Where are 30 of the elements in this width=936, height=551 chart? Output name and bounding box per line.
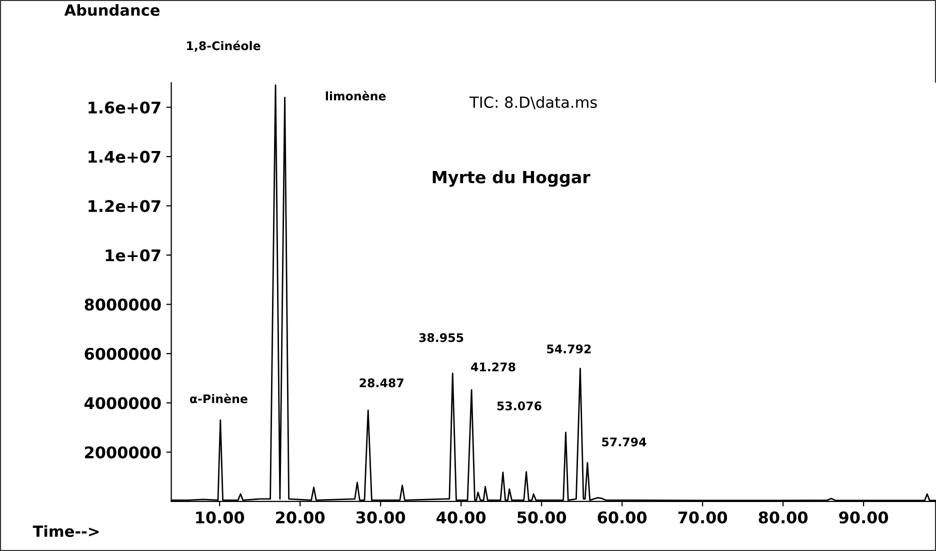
annotation: 41.278 — [470, 362, 516, 372]
annotation: 28.487 — [360, 378, 404, 388]
x-tick-label: 20.00 — [276, 511, 325, 524]
annotation: 53.076 — [497, 401, 542, 410]
x-tick-label: 40.00 — [436, 511, 486, 524]
x-tick-label: 60.00 — [598, 511, 647, 524]
y-tick-label: 4000000 — [84, 397, 161, 410]
x-axis-title: Time--> — [32, 525, 99, 538]
text: TIC: 8.D\data.ms — [469, 96, 597, 110]
x-tick-label: 30.00 — [356, 511, 406, 524]
x-tick-label: 10.00 — [196, 511, 244, 524]
annotation: limonène — [326, 90, 386, 100]
annotation: α-Pinène — [190, 394, 248, 404]
x-tick-label: 70.00 — [678, 511, 728, 524]
annotation: 38.955 — [419, 333, 464, 342]
y-tick-label: 1.4e+07 — [88, 150, 160, 163]
y-tick-label: 1.6e+07 — [88, 101, 160, 114]
y-tick-label: 2000000 — [85, 446, 161, 458]
x-tick-label: 50.00 — [518, 511, 566, 524]
y-tick-label: 1.2e+07 — [88, 200, 160, 212]
y-axis-title: Abundance — [64, 4, 160, 16]
annotation: 57.794 — [602, 437, 646, 446]
y-tick-label: 6000000 — [84, 348, 161, 360]
y-tick-label: 8000000 — [84, 298, 161, 311]
x-tick-label: 90.00 — [839, 511, 888, 524]
text: Myrte du Hoggar — [432, 170, 590, 187]
y-tick-label: 1e+07 — [106, 249, 160, 262]
text: 1,8-Cinéole — [187, 40, 260, 52]
annotation: 54.792 — [547, 344, 591, 354]
x-tick-label: 80.00 — [758, 511, 808, 524]
